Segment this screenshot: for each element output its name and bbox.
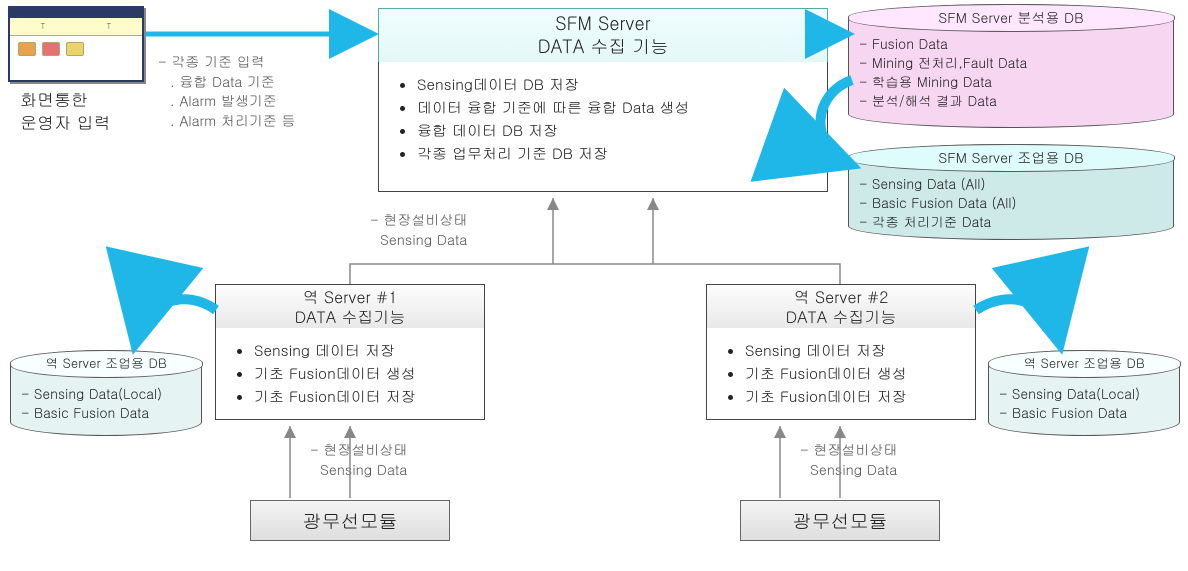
station1-list: Sensing 데이터 저장 기초 Fusion데이터 생성 기초 Fusion… [232, 340, 468, 407]
station2-header: 역 Server #2 DATA 수집기능 [706, 284, 976, 330]
local-db1-item: - Sensing Data(Local) [21, 385, 195, 404]
ops-db-item: - 각종 처리기준 Data [859, 213, 1167, 232]
local-db1-title: 역 Server 조업용 DB [11, 353, 201, 372]
station2-list: Sensing 데이터 저장 기초 Fusion데이터 생성 기초 Fusion… [723, 340, 959, 407]
station1-item: 기초 Fusion데이터 생성 [254, 363, 468, 384]
sfm-item: Sensing데이터 DB 저장 [417, 74, 811, 95]
input-note-l3: . Alarm 발생기준 [158, 91, 296, 111]
bottom-note2-l2: Sensing Data [800, 460, 897, 480]
bottom-note1-l1: - 현장설비상태 [310, 440, 407, 460]
station2-item: Sensing 데이터 저장 [745, 340, 959, 361]
station2-body: Sensing 데이터 저장 기초 Fusion데이터 생성 기초 Fusion… [706, 328, 976, 420]
station2-title-l2: DATA 수집기능 [711, 307, 971, 327]
sfm-header: SFM Server DATA 수집 기능 [378, 8, 828, 63]
analysis-db-item: - 분석/해석 결과 Data [859, 92, 1167, 111]
station1-title-l1: 역 Server #1 [220, 287, 480, 307]
ops-db-title: SFM Server 조업용 DB [849, 147, 1173, 167]
local-db2-title: 역 Server 조업용 DB [989, 353, 1179, 372]
station1-header: 역 Server #1 DATA 수집기능 [215, 284, 485, 330]
input-note: - 각종 기준 입력 . 융합 Data 기준 . Alarm 발생기준 . A… [158, 52, 296, 130]
mid-note: - 현장설비상태 Sensing Data [370, 210, 467, 249]
station2-item: 기초 Fusion데이터 생성 [745, 363, 959, 384]
input-note-l4: . Alarm 처리기준 등 [158, 111, 296, 131]
sfm-body: Sensing데이터 DB 저장 데이터 융합 기준에 따른 융합 Data 생… [378, 62, 828, 192]
local-db1-item: - Basic Fusion Data [21, 404, 195, 423]
input-note-l2: . 융합 Data 기준 [158, 72, 296, 92]
station1-title-l2: DATA 수집기능 [220, 307, 480, 327]
module-label: 광무선모듈 [303, 507, 398, 534]
local-db1: 역 Server 조업용 DB - Sensing Data(Local) - … [10, 350, 202, 436]
module-label: 광무선모듈 [793, 507, 888, 534]
sfm-item: 융합 데이터 DB 저장 [417, 120, 811, 141]
station2-title-l1: 역 Server #2 [711, 287, 971, 307]
mid-note-l2: Sensing Data [370, 230, 467, 250]
local-db2-item: - Sensing Data(Local) [999, 385, 1173, 404]
analysis-db-item: - 학습용 Mining Data [859, 73, 1167, 92]
station1-item: Sensing 데이터 저장 [254, 340, 468, 361]
sfm-title-l1: SFM Server [383, 13, 823, 36]
ops-db-item: - Sensing Data (All) [859, 175, 1167, 194]
local-db2: 역 Server 조업용 DB - Sensing Data(Local) - … [988, 350, 1180, 436]
analysis-db-item: - Mining 전처리,Fault Data [859, 54, 1167, 73]
sfm-item: 데이터 융합 기준에 따른 융합 Data 생성 [417, 97, 811, 118]
operator-caption-l2: 운영자 입력 [20, 111, 111, 134]
analysis-db-body: - Fusion Data - Mining 전처리,Fault Data - … [859, 35, 1167, 111]
operator-screenshot: TT [8, 6, 144, 82]
module1: 광무선모듈 [250, 500, 450, 541]
ops-db-body: - Sensing Data (All) - Basic Fusion Data… [859, 175, 1167, 232]
local-db2-item: - Basic Fusion Data [999, 404, 1173, 423]
analysis-db-item: - Fusion Data [859, 35, 1167, 54]
module2: 광무선모듈 [740, 500, 940, 541]
sfm-title-l2: DATA 수집 기능 [383, 36, 823, 59]
mid-note-l1: - 현장설비상태 [370, 210, 467, 230]
station1-item: 기초 Fusion데이터 저장 [254, 386, 468, 407]
local-db1-body: - Sensing Data(Local) - Basic Fusion Dat… [21, 385, 195, 423]
bottom-note1-l2: Sensing Data [310, 460, 407, 480]
analysis-db: SFM Server 분석용 DB - Fusion Data - Mining… [848, 4, 1174, 128]
analysis-db-title: SFM Server 분석용 DB [849, 7, 1173, 27]
operator-caption-l1: 화면통한 [20, 88, 111, 111]
bottom-note2: - 현장설비상태 Sensing Data [800, 440, 897, 479]
ops-db-item: - Basic Fusion Data (All) [859, 194, 1167, 213]
ops-db: SFM Server 조업용 DB - Sensing Data (All) -… [848, 144, 1174, 240]
sfm-list: Sensing데이터 DB 저장 데이터 융합 기준에 따른 융합 Data 생… [395, 74, 811, 164]
station1-body: Sensing 데이터 저장 기초 Fusion데이터 생성 기초 Fusion… [215, 328, 485, 420]
local-db2-body: - Sensing Data(Local) - Basic Fusion Dat… [999, 385, 1173, 423]
input-note-l1: - 각종 기준 입력 [158, 52, 296, 72]
operator-caption: 화면통한 운영자 입력 [20, 88, 111, 134]
bottom-note1: - 현장설비상태 Sensing Data [310, 440, 407, 479]
station2-item: 기초 Fusion데이터 저장 [745, 386, 959, 407]
bottom-note2-l1: - 현장설비상태 [800, 440, 897, 460]
sfm-item: 각종 업무처리 기준 DB 저장 [417, 143, 811, 164]
